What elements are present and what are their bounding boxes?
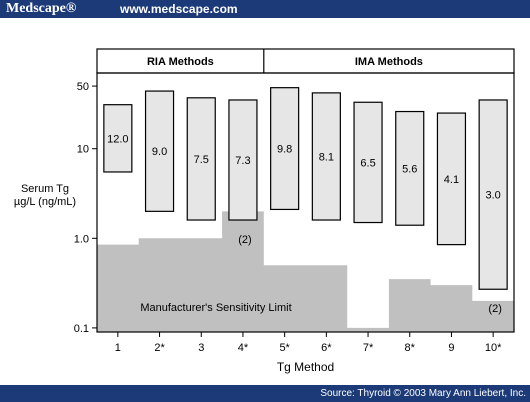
y-tick-label: 0.1 xyxy=(74,323,89,335)
range-bar xyxy=(186,97,216,221)
range-bar-label: 4.1 xyxy=(444,174,459,186)
range-bar xyxy=(311,92,341,221)
y-axis-label-line: µg/L (ng/mL) xyxy=(14,196,76,208)
y-axis-label-line: Serum Tg xyxy=(21,183,69,195)
range-bar-label: 9.8 xyxy=(277,144,292,156)
group-header-label: RIA Methods xyxy=(147,56,214,68)
sensitivity-limit-area xyxy=(97,211,514,332)
x-tick-label: 2* xyxy=(154,342,165,354)
medscape-logo: Medscape® xyxy=(6,1,77,16)
range-bar-label: 7.3 xyxy=(235,155,250,167)
range-bar-label: 12.0 xyxy=(107,133,128,145)
count-annotation: (2) xyxy=(238,234,251,246)
range-bar-label: 9.0 xyxy=(152,146,167,158)
range-bar-label: 7.5 xyxy=(194,154,209,166)
range-bar xyxy=(353,101,383,224)
count-annotation: (2) xyxy=(488,303,501,315)
plot-frame xyxy=(96,72,515,333)
source-credit: Source: Thyroid © 2003 Mary Ann Liebert,… xyxy=(320,388,526,399)
range-bar xyxy=(270,87,300,211)
x-tick-label: 1 xyxy=(115,342,121,354)
range-bar xyxy=(395,110,425,226)
range-bar-label: 5.6 xyxy=(402,163,417,175)
group-header-label: IMA Methods xyxy=(355,56,423,68)
x-tick-label: 8* xyxy=(405,342,416,354)
y-tick-label: 1.0 xyxy=(74,233,89,245)
x-tick-label: 7* xyxy=(363,342,374,354)
sensitivity-limit-label: Manufacturer's Sensitivity Limit xyxy=(140,302,291,314)
x-tick-label: 3 xyxy=(198,342,204,354)
header-bar: Medscape® www.medscape.com xyxy=(0,0,530,18)
y-axis-label: Serum Tg µg/L (ng/mL) xyxy=(14,183,76,208)
group-header-row xyxy=(96,48,515,74)
x-tick-label: 9 xyxy=(448,342,454,354)
footer-bar: Source: Thyroid © 2003 Mary Ann Liebert,… xyxy=(0,385,530,402)
range-bar xyxy=(478,99,508,290)
x-tick-label: 4* xyxy=(238,342,249,354)
y-tick-label: 10 xyxy=(77,144,89,156)
range-bar-label: 8.1 xyxy=(319,151,334,163)
range-bar xyxy=(436,112,467,246)
range-bar-label: 3.0 xyxy=(486,190,501,202)
x-tick-label: 10* xyxy=(485,342,502,354)
x-tick-label: 5* xyxy=(279,342,290,354)
x-tick-label: 6* xyxy=(321,342,332,354)
range-bar xyxy=(103,104,133,173)
site-url[interactable]: www.medscape.com xyxy=(120,2,238,16)
y-tick-label: 50 xyxy=(77,81,89,93)
x-axis-label: Tg Method xyxy=(277,360,334,374)
range-bar-label: 6.5 xyxy=(360,157,375,169)
range-bar xyxy=(228,99,258,221)
range-bar xyxy=(144,90,175,212)
